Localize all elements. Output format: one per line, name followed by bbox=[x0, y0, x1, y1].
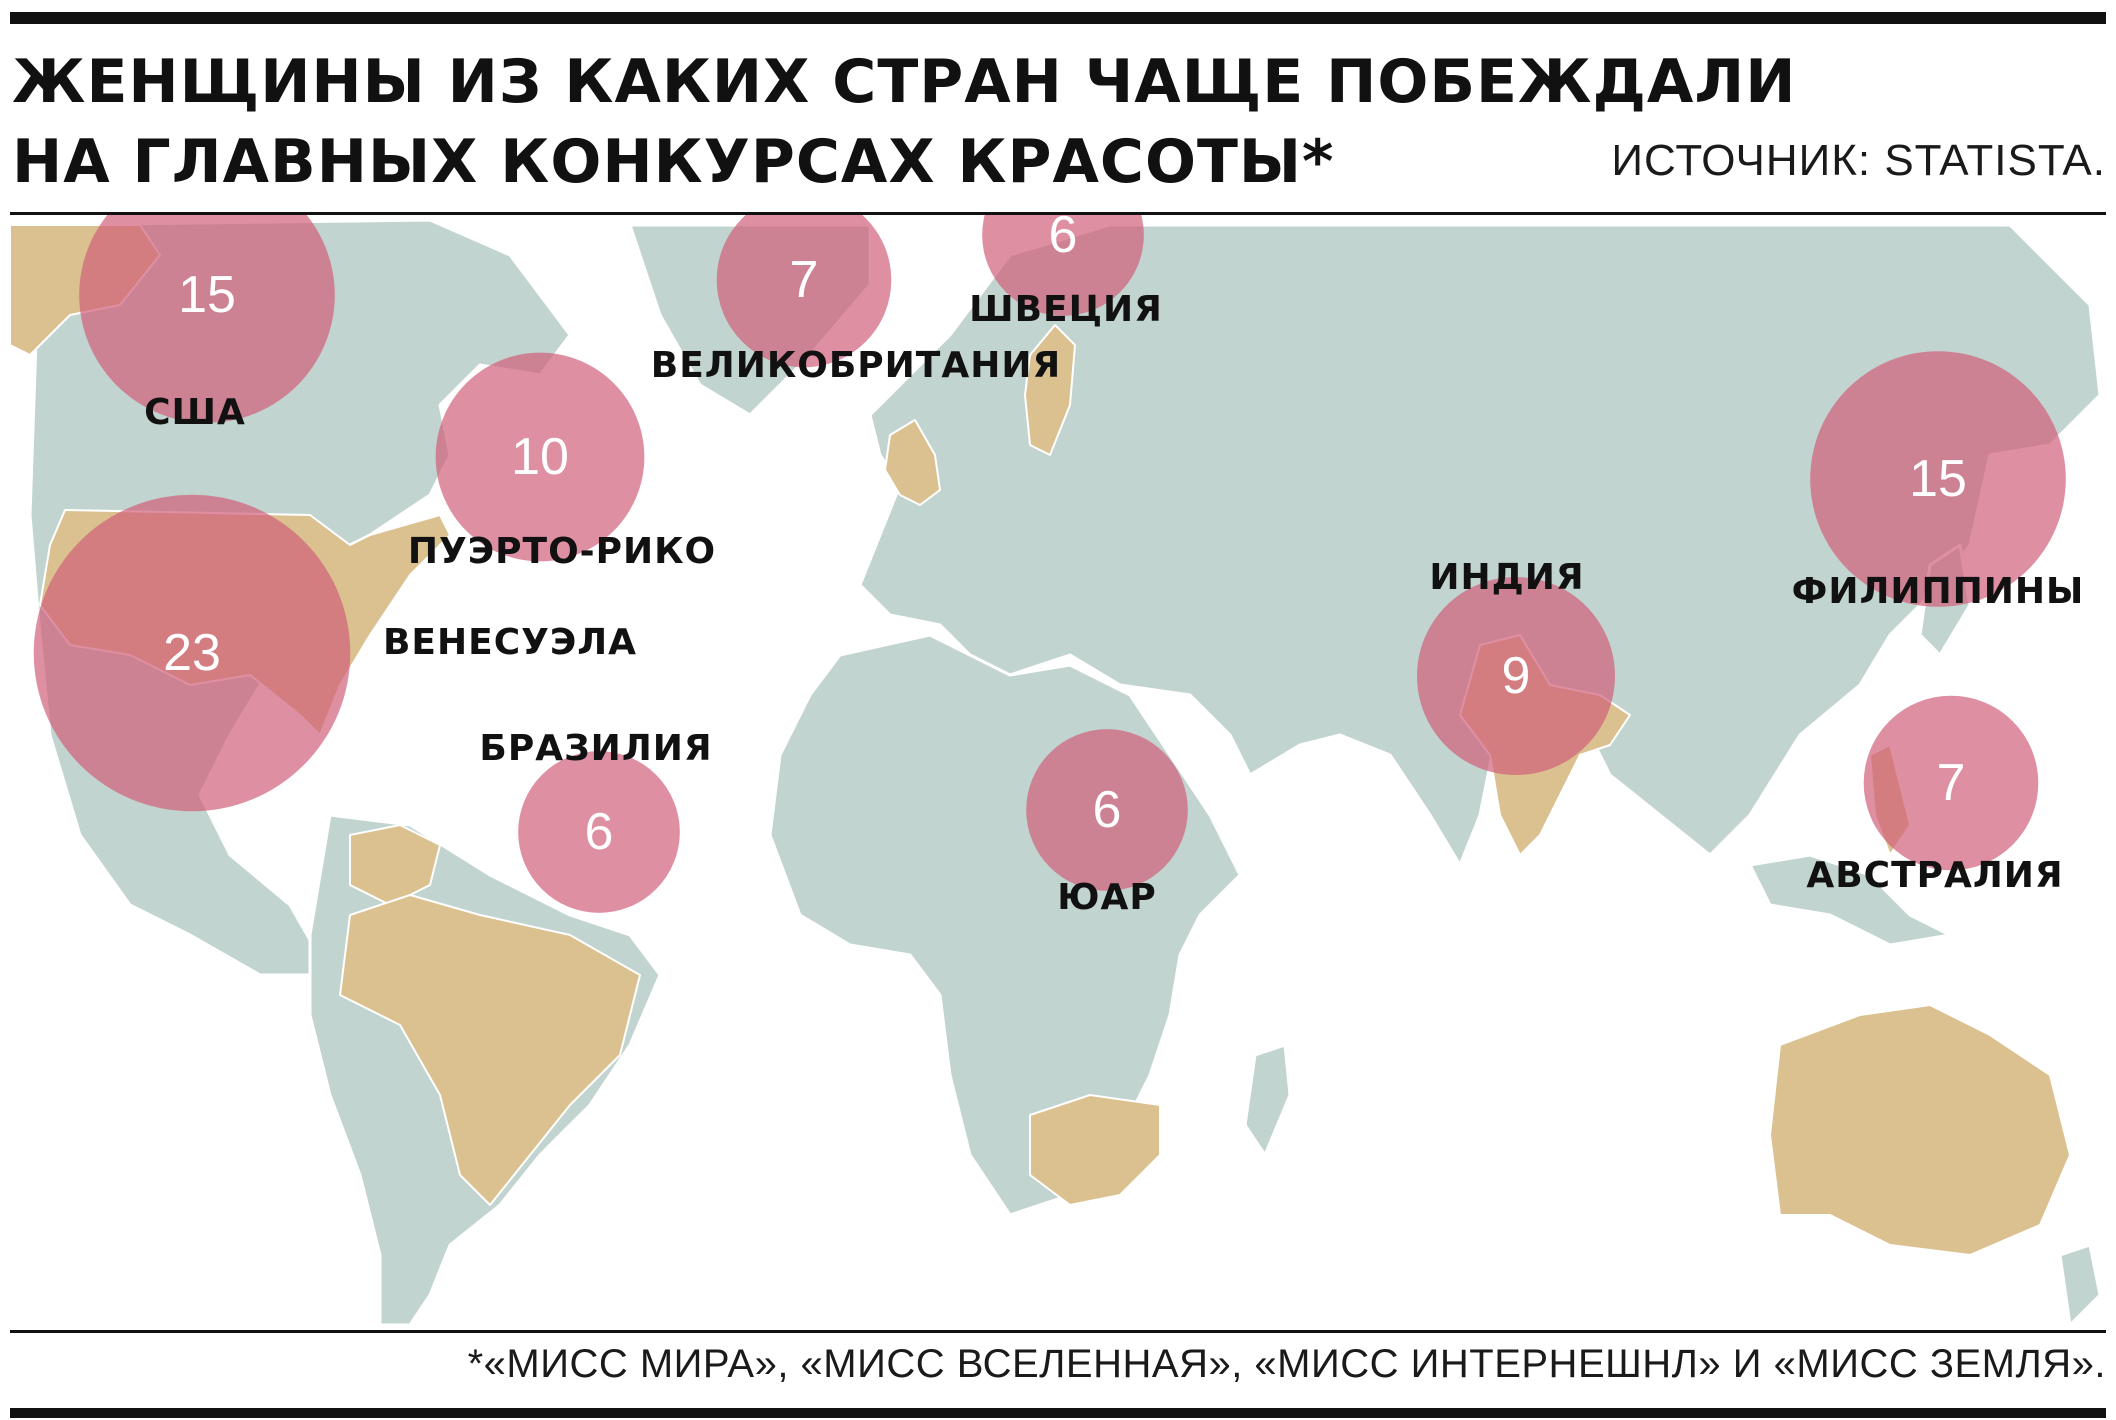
bubble-layer: 15 7 6 10 23 6 6 9 15 7 bbox=[33, 215, 2066, 913]
label-layer: США ВЕЛИКОБРИТАНИЯ ШВЕЦИЯ ПУЭРТО-РИКО ВЕНЕСУ… bbox=[144, 289, 2085, 918]
map-svg: 15 7 6 10 23 6 6 9 15 7 США ВЕЛИКОБРИТАНИЯ ШВЕЦИЯ ПУ… bbox=[10, 215, 2106, 1330]
southeast-asia-islands bbox=[1748, 853, 1952, 947]
country-label-2: ШВЕЦИЯ bbox=[969, 289, 1163, 330]
land-australia bbox=[1769, 1004, 2071, 1256]
footnote: *«МИСС МИРА», «МИСС ВСЕЛЕННАЯ», «МИСС ИН… bbox=[467, 1342, 2106, 1386]
country-label-5: БРАЗИЛИЯ bbox=[479, 728, 712, 769]
country-label-8: ФИЛИППИНЫ bbox=[1792, 571, 2085, 612]
land-brazil bbox=[339, 894, 641, 1206]
chart-title: ЖЕНЩИНЫ ИЗ КАКИХ СТРАН ЧАЩЕ ПОБЕЖДАЛИ НА… bbox=[12, 47, 1797, 197]
land-uk bbox=[884, 419, 941, 506]
country-label-9: АВСТРАЛИЯ bbox=[1806, 855, 2063, 896]
bubble-9 bbox=[1863, 695, 2039, 871]
bubble-value-7: 9 bbox=[1502, 647, 1531, 705]
land-south-africa bbox=[1029, 1094, 1161, 1206]
bubble-value-8: 15 bbox=[1909, 450, 1967, 508]
bubble-value-5: 6 bbox=[585, 803, 614, 861]
bubble-value-6: 6 bbox=[1093, 781, 1122, 839]
bubble-4 bbox=[33, 494, 351, 812]
land-sweden bbox=[1024, 324, 1076, 456]
top-rule bbox=[10, 12, 2106, 24]
country-label-3: ПУЭРТО-РИКО bbox=[408, 531, 716, 572]
bubble-7 bbox=[1417, 577, 1615, 775]
country-label-4: ВЕНЕСУЭЛА bbox=[383, 622, 637, 663]
bubble-5 bbox=[518, 751, 680, 913]
bubble-0 bbox=[79, 215, 335, 423]
bottom-rule bbox=[10, 1408, 2106, 1418]
bubble-value-0: 15 bbox=[178, 266, 236, 324]
bubble-6 bbox=[1026, 729, 1188, 891]
country-label-1: ВЕЛИКОБРИТАНИЯ bbox=[651, 345, 1061, 386]
bubble-8 bbox=[1810, 351, 2066, 607]
country-label-7: ИНДИЯ bbox=[1429, 557, 1584, 598]
source-note: ИСТОЧНИК: STATISTA. bbox=[1611, 136, 2106, 185]
bubble-value-4: 23 bbox=[163, 624, 221, 682]
bubble-3 bbox=[435, 352, 645, 562]
footnote-rule bbox=[10, 1330, 2106, 1333]
bubble-value-9: 7 bbox=[1937, 754, 1966, 812]
bubble-value-2: 6 bbox=[1049, 215, 1078, 264]
land-venezuela bbox=[349, 824, 441, 906]
new-zealand bbox=[2058, 1243, 2102, 1327]
country-label-0: США bbox=[144, 392, 246, 433]
bubble-value-1: 7 bbox=[790, 251, 819, 309]
world-map: 15 7 6 10 23 6 6 9 15 7 США ВЕЛИКОБРИТАНИЯ ШВЕЦИЯ ПУ… bbox=[10, 215, 2106, 1330]
country-label-6: ЮАР bbox=[1057, 877, 1157, 918]
bubble-2 bbox=[982, 215, 1144, 316]
map-top-rule bbox=[10, 212, 2106, 215]
madagascar bbox=[1243, 1043, 1292, 1157]
bubble-1 bbox=[716, 215, 892, 368]
bubble-value-3: 10 bbox=[511, 428, 569, 486]
